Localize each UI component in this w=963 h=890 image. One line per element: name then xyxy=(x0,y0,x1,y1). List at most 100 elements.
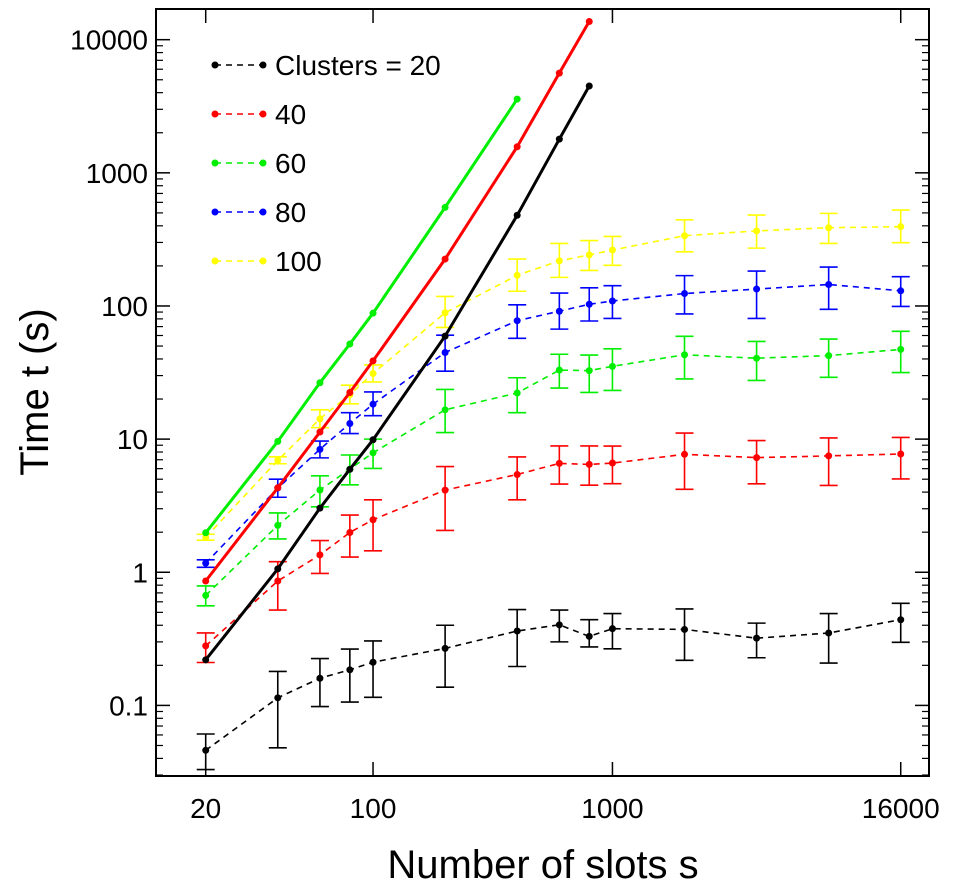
legend-marker xyxy=(259,110,267,118)
data-point xyxy=(681,290,689,298)
series-dashed xyxy=(196,266,910,569)
legend-marker xyxy=(211,208,219,216)
series-solid xyxy=(202,17,593,585)
legend-marker xyxy=(211,110,219,118)
data-point xyxy=(369,370,377,378)
data-point xyxy=(585,460,593,468)
data-point xyxy=(202,591,210,599)
series-line xyxy=(205,283,901,564)
data-point xyxy=(608,459,616,467)
data-point xyxy=(897,287,905,295)
y-tick-label: 1000 xyxy=(86,158,148,189)
plot-frame xyxy=(155,8,930,777)
data-point xyxy=(897,345,905,353)
series-dashed xyxy=(196,432,910,664)
data-point xyxy=(369,400,377,408)
data-point xyxy=(441,349,449,357)
data-point xyxy=(316,674,324,682)
data-point xyxy=(753,634,761,642)
legend-label: 80 xyxy=(275,197,306,228)
data-point xyxy=(369,449,377,457)
series-line xyxy=(205,453,901,647)
series-dashed xyxy=(196,602,910,771)
data-point xyxy=(369,357,377,365)
data-point xyxy=(825,629,833,637)
x-tick-label: 100 xyxy=(350,793,397,824)
data-point xyxy=(608,246,616,254)
series-line xyxy=(205,225,901,538)
data-point xyxy=(825,452,833,460)
data-point xyxy=(316,379,324,387)
data-point xyxy=(753,354,761,362)
data-point xyxy=(585,632,593,640)
legend-label: 60 xyxy=(275,148,306,179)
data-point xyxy=(585,300,593,308)
data-point xyxy=(555,69,563,77)
data-point xyxy=(897,616,905,624)
y-tick-label: 1 xyxy=(132,557,148,588)
data-point xyxy=(681,232,689,240)
data-point xyxy=(555,366,563,374)
series-dashed xyxy=(196,330,910,607)
data-point xyxy=(441,406,449,414)
data-point xyxy=(274,456,282,464)
data-point xyxy=(316,415,324,423)
legend-label: Clusters = 20 xyxy=(275,50,441,81)
legend-marker xyxy=(211,159,219,167)
data-point xyxy=(681,450,689,458)
data-point xyxy=(346,420,354,428)
data-point xyxy=(316,504,324,512)
data-point xyxy=(513,627,521,635)
data-point xyxy=(513,389,521,397)
data-point xyxy=(825,280,833,288)
data-point xyxy=(274,565,282,573)
data-point xyxy=(513,211,521,219)
x-tick-label: 20 xyxy=(190,793,221,824)
data-point xyxy=(202,642,210,650)
data-point xyxy=(555,621,563,629)
data-point xyxy=(825,224,833,232)
data-point xyxy=(825,352,833,360)
data-point xyxy=(441,309,449,317)
data-point xyxy=(316,445,324,453)
data-point xyxy=(585,17,593,25)
data-point xyxy=(585,82,593,90)
data-point xyxy=(316,428,324,436)
legend-marker xyxy=(211,61,219,69)
data-point xyxy=(513,143,521,151)
data-point xyxy=(316,486,324,494)
data-point xyxy=(555,459,563,467)
data-point xyxy=(369,309,377,317)
data-point xyxy=(897,450,905,458)
data-point xyxy=(753,285,761,293)
legend-marker xyxy=(259,208,267,216)
legend-marker xyxy=(211,257,219,265)
series-solid xyxy=(202,95,521,537)
data-point xyxy=(346,388,354,396)
y-tick-label: 10 xyxy=(117,424,148,455)
series-line xyxy=(204,85,591,661)
data-point xyxy=(274,694,282,702)
data-point xyxy=(346,340,354,348)
x-axis-title: Number of slots s xyxy=(387,843,698,887)
data-point xyxy=(346,666,354,674)
legend-marker xyxy=(259,61,267,69)
data-point xyxy=(513,95,521,103)
y-tick-label: 0.1 xyxy=(109,690,148,721)
data-point xyxy=(441,332,449,340)
data-point xyxy=(608,297,616,305)
data-point xyxy=(274,437,282,445)
data-point xyxy=(585,251,593,259)
data-point xyxy=(513,271,521,279)
data-point xyxy=(202,746,210,754)
series-layer xyxy=(196,17,910,771)
data-point xyxy=(681,351,689,359)
data-point xyxy=(274,521,282,529)
data-point xyxy=(202,577,210,585)
data-point xyxy=(369,516,377,524)
data-point xyxy=(555,307,563,315)
data-point xyxy=(274,484,282,492)
data-point xyxy=(753,454,761,462)
data-point xyxy=(585,367,593,375)
